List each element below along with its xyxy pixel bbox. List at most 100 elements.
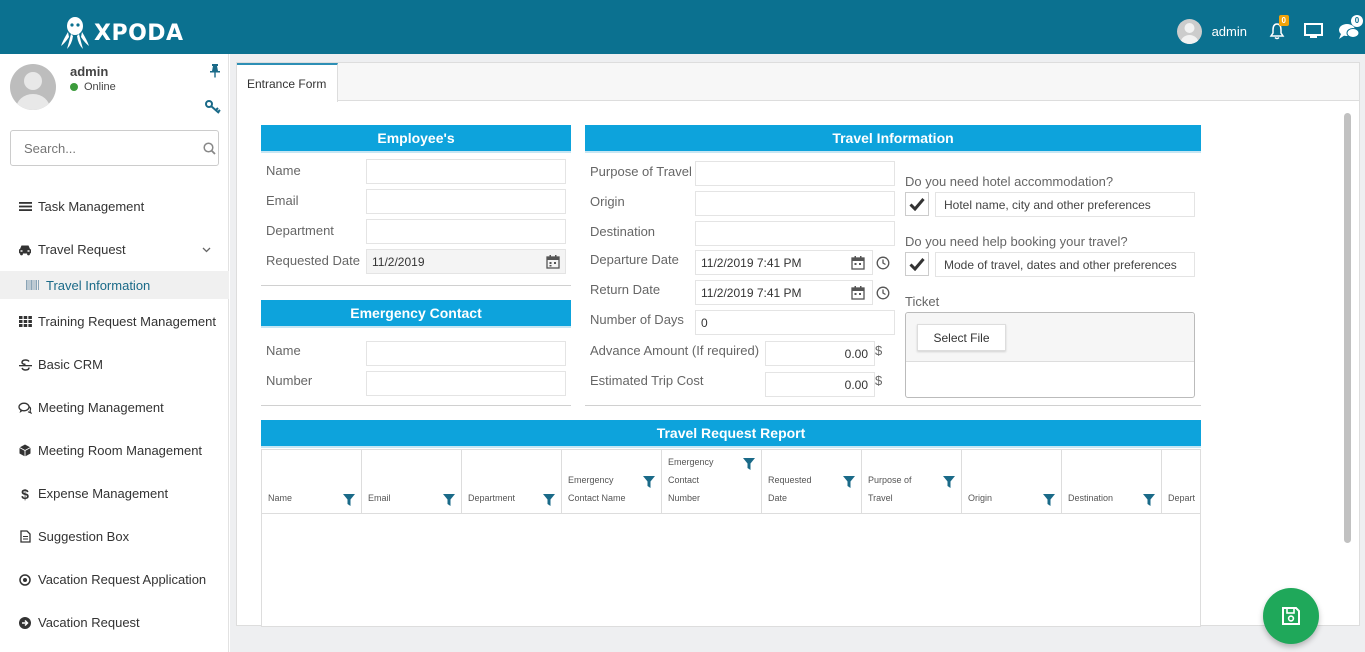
booking-checkbox[interactable]: [905, 252, 929, 276]
clock-icon[interactable]: [876, 286, 890, 300]
filter-icon[interactable]: [343, 494, 355, 506]
employee-department-label: Department: [266, 223, 334, 238]
cost-currency: $: [875, 373, 883, 388]
advance-amount-input[interactable]: 0.00: [765, 341, 875, 366]
key-icon[interactable]: [205, 100, 221, 114]
profile-name: admin: [70, 64, 109, 79]
column-header-emergency-contact-name[interactable]: Emergency Contact Name: [562, 450, 662, 514]
select-file-button[interactable]: Select File: [917, 324, 1006, 351]
destination-input[interactable]: [695, 221, 895, 246]
notification-badge: 0: [1278, 15, 1289, 26]
sidebar-item-expense-management[interactable]: $ Expense Management: [0, 472, 229, 515]
save-button[interactable]: [1263, 588, 1319, 644]
header-avatar[interactable]: [1176, 18, 1202, 44]
advance-amount-label: Advance Amount (If required): [590, 343, 760, 358]
column-header-departure[interactable]: Depart: [1168, 493, 1196, 503]
origin-label: Origin: [590, 194, 625, 209]
sidebar-item-travel-information[interactable]: Travel Information: [0, 271, 229, 299]
chat-bubbles-icon: [1339, 23, 1360, 39]
employee-department-input[interactable]: [366, 219, 566, 244]
column-header-department[interactable]: Department: [462, 450, 562, 514]
column-header-destination[interactable]: Destination: [1062, 450, 1162, 514]
hotel-checkbox[interactable]: [905, 192, 929, 216]
sidebar-item-vacation-request[interactable]: Vacation Request: [0, 601, 229, 644]
column-header-requested-date[interactable]: Requested Date: [762, 450, 862, 514]
column-header-name[interactable]: Name: [262, 450, 362, 514]
column-header-origin[interactable]: Origin: [962, 450, 1062, 514]
checkmark-icon: [909, 258, 925, 271]
chevron-down-icon: [202, 247, 211, 252]
number-of-days-label: Number of Days: [590, 312, 684, 327]
hotel-preferences-input[interactable]: Hotel name, city and other preferences: [935, 192, 1195, 217]
employee-name-input[interactable]: [366, 159, 566, 184]
filter-icon[interactable]: [443, 494, 455, 506]
filter-icon[interactable]: [1143, 494, 1155, 506]
filter-icon[interactable]: [1043, 494, 1055, 506]
column-header-email[interactable]: Email: [362, 450, 462, 514]
sidebar-menu: Task Management Travel Request Travel In…: [0, 185, 229, 644]
sidebar-item-meeting-management[interactable]: Meeting Management: [0, 386, 229, 429]
destination-label: Destination: [590, 224, 656, 239]
clock-icon[interactable]: [876, 256, 890, 270]
vertical-scrollbar[interactable]: [1344, 113, 1351, 543]
calendar-icon[interactable]: [546, 255, 560, 269]
filter-icon[interactable]: [943, 476, 955, 488]
strikethrough-icon: [18, 358, 32, 372]
calendar-icon[interactable]: [851, 286, 865, 300]
requested-date-input[interactable]: 11/2/2019: [366, 249, 566, 274]
emergency-divider: [261, 405, 571, 406]
filter-icon[interactable]: [843, 476, 855, 488]
sidebar: admin Online Task Management Travel Requ…: [0, 54, 229, 652]
brand-logo[interactable]: XPODA: [60, 16, 184, 50]
filter-icon[interactable]: [643, 476, 655, 488]
purpose-label: Purpose of Travel: [590, 164, 692, 179]
emergency-number-label: Number: [266, 373, 313, 388]
tab-entrance-form[interactable]: Entrance Form: [237, 63, 338, 102]
chat-icon: [18, 401, 32, 415]
requested-date-label: Requested Date: [266, 253, 360, 268]
sidebar-item-travel-request[interactable]: Travel Request: [0, 228, 229, 271]
origin-input[interactable]: [695, 191, 895, 216]
filter-icon[interactable]: [543, 494, 555, 506]
cube-icon: [18, 444, 32, 458]
grid-icon: [18, 315, 32, 329]
user-profile: admin Online: [10, 64, 221, 124]
booking-preferences-input[interactable]: Mode of travel, dates and other preferen…: [935, 252, 1195, 277]
sidebar-search: [10, 130, 219, 166]
emergency-number-input[interactable]: [366, 371, 566, 396]
sidebar-item-meeting-room-management[interactable]: Meeting Room Management: [0, 429, 229, 472]
monitor-icon: [1303, 23, 1323, 38]
advance-currency: $: [875, 343, 883, 358]
chat-button[interactable]: 0: [1337, 15, 1363, 43]
employee-name-label: Name: [266, 163, 301, 178]
search-icon[interactable]: [200, 141, 218, 155]
arrow-circle-icon: [18, 616, 32, 630]
pin-icon[interactable]: [210, 64, 220, 78]
sidebar-item-basic-crm[interactable]: Basic CRM: [0, 343, 229, 386]
number-of-days-input[interactable]: 0: [695, 310, 895, 335]
travel-section-title: Travel Information: [585, 125, 1201, 153]
online-dot: [70, 83, 78, 91]
purpose-input[interactable]: [695, 161, 895, 186]
return-date-input[interactable]: 11/2/2019 7:41 PM: [695, 280, 873, 305]
employee-email-input[interactable]: [366, 189, 566, 214]
estimated-cost-input[interactable]: 0.00: [765, 372, 875, 397]
emergency-name-input[interactable]: [366, 341, 566, 366]
filter-icon[interactable]: [743, 458, 755, 470]
employee-section-title: Employee's: [261, 125, 571, 153]
report-grid-header: Name Email Department Emergency Contact …: [262, 450, 1200, 514]
monitor-button[interactable]: [1301, 19, 1325, 43]
floppy-disk-icon: [1282, 607, 1300, 625]
calendar-icon[interactable]: [851, 256, 865, 270]
header-username[interactable]: admin: [1211, 23, 1247, 39]
sidebar-item-task-management[interactable]: Task Management: [0, 185, 229, 228]
sidebar-item-training-request-management[interactable]: Training Request Management: [0, 300, 229, 343]
sidebar-item-vacation-request-application[interactable]: Vacation Request Application: [0, 558, 229, 601]
search-input[interactable]: [11, 140, 200, 156]
departure-date-input[interactable]: 11/2/2019 7:41 PM: [695, 250, 873, 275]
notification-button[interactable]: 0: [1265, 15, 1289, 43]
avatar[interactable]: [10, 64, 56, 110]
column-header-emergency-contact-number[interactable]: Emergency Contact Number: [662, 450, 762, 514]
sidebar-item-suggestion-box[interactable]: Suggestion Box: [0, 515, 229, 558]
column-header-purpose-of-travel[interactable]: Purpose of Travel: [862, 450, 962, 514]
